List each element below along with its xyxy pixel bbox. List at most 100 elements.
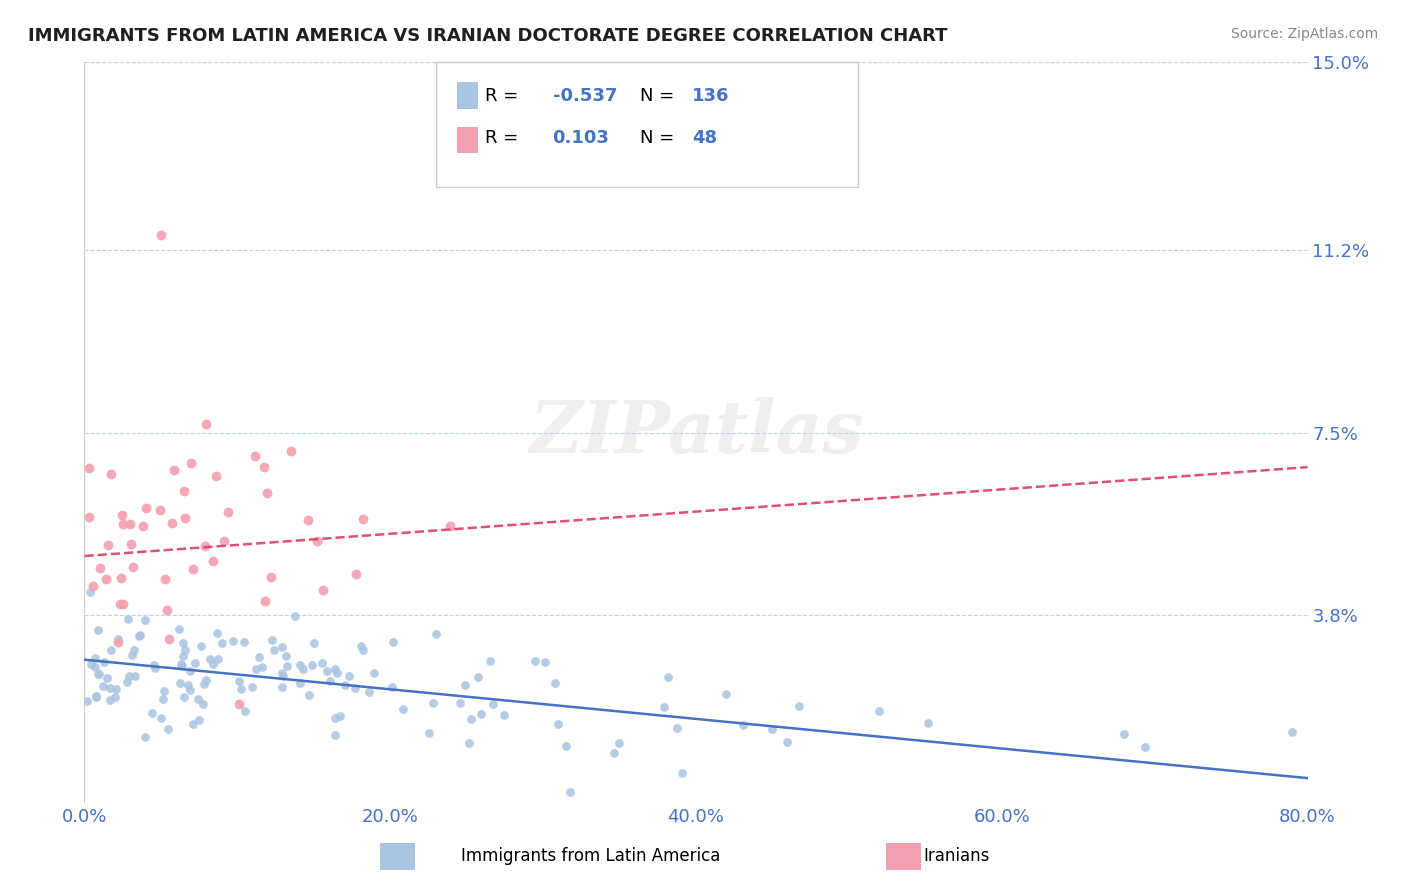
Point [271, 680, 294, 694]
Point [470, 706, 492, 721]
Point [193, 697, 215, 711]
Point [603, 746, 626, 760]
Point [298, 688, 321, 702]
Text: N =: N = [640, 87, 673, 105]
Point [157, 632, 180, 646]
Point [160, 516, 183, 530]
Point [149, 711, 172, 725]
Point [193, 677, 215, 691]
Point [305, 533, 328, 548]
Point [233, 704, 256, 718]
Point [271, 666, 294, 681]
Point [202, 554, 225, 568]
Point [1135, 740, 1157, 755]
Point [100, 467, 122, 482]
Point [534, 655, 557, 669]
Point [122, 643, 145, 657]
Point [77, 461, 100, 475]
Point [240, 680, 263, 694]
Point [276, 659, 298, 673]
Point [453, 678, 475, 692]
Point [177, 677, 200, 691]
Point [153, 573, 176, 587]
Point [250, 660, 273, 674]
Point [84, 690, 107, 705]
Point [179, 682, 201, 697]
Point [80, 657, 103, 672]
Point [180, 456, 202, 470]
Point [76, 694, 98, 708]
Point [149, 503, 172, 517]
Point [319, 673, 342, 688]
Point [172, 649, 194, 664]
Point [173, 690, 195, 704]
Text: 0.103: 0.103 [553, 129, 609, 147]
Point [276, 648, 298, 663]
Point [325, 728, 347, 742]
Point [271, 669, 294, 683]
Text: Iranians: Iranians [922, 847, 990, 865]
Point [174, 511, 197, 525]
Point [245, 662, 267, 676]
Point [917, 716, 939, 731]
Point [79, 585, 101, 599]
Point [124, 668, 146, 682]
Point [156, 602, 179, 616]
Point [143, 661, 166, 675]
Point [233, 635, 256, 649]
Point [280, 444, 302, 458]
Point [418, 725, 440, 739]
Point [115, 675, 138, 690]
Point [169, 623, 191, 637]
Point [157, 722, 180, 736]
Point [359, 684, 381, 698]
Point [312, 582, 335, 597]
Point [179, 665, 201, 679]
Point [143, 658, 166, 673]
Point [288, 657, 311, 672]
Point [731, 718, 754, 732]
Point [204, 469, 226, 483]
Point [544, 676, 567, 690]
Point [284, 608, 307, 623]
Point [170, 657, 193, 672]
Point [163, 463, 186, 477]
Point [335, 678, 357, 692]
Point [194, 539, 217, 553]
Point [104, 682, 127, 697]
Point [96, 672, 118, 686]
Point [609, 736, 631, 750]
Point [323, 711, 346, 725]
Point [131, 519, 153, 533]
Point [195, 417, 218, 431]
Point [363, 665, 385, 680]
Point [118, 669, 141, 683]
Point [228, 697, 250, 711]
Point [297, 513, 319, 527]
Point [381, 680, 404, 694]
Point [134, 731, 156, 745]
Text: IMMIGRANTS FROM LATIN AMERICA VS IRANIAN DOCTORATE DEGREE CORRELATION CHART: IMMIGRANTS FROM LATIN AMERICA VS IRANIAN… [28, 27, 948, 45]
Point [89, 561, 111, 575]
Point [100, 643, 122, 657]
Point [271, 640, 294, 654]
Point [657, 670, 679, 684]
Point [329, 708, 352, 723]
Point [326, 665, 349, 680]
Point [107, 634, 129, 648]
Point [714, 687, 737, 701]
Point [184, 656, 207, 670]
Point [117, 611, 139, 625]
Point [422, 697, 444, 711]
Point [776, 734, 799, 748]
Text: ZIPatlas: ZIPatlas [529, 397, 863, 468]
Text: R =: R = [485, 87, 519, 105]
Point [457, 736, 479, 750]
Point [256, 486, 278, 500]
Point [558, 785, 581, 799]
Text: Immigrants from Latin America: Immigrants from Latin America [461, 847, 720, 865]
Point [547, 717, 569, 731]
Point [350, 639, 373, 653]
Point [181, 562, 204, 576]
Point [217, 505, 239, 519]
